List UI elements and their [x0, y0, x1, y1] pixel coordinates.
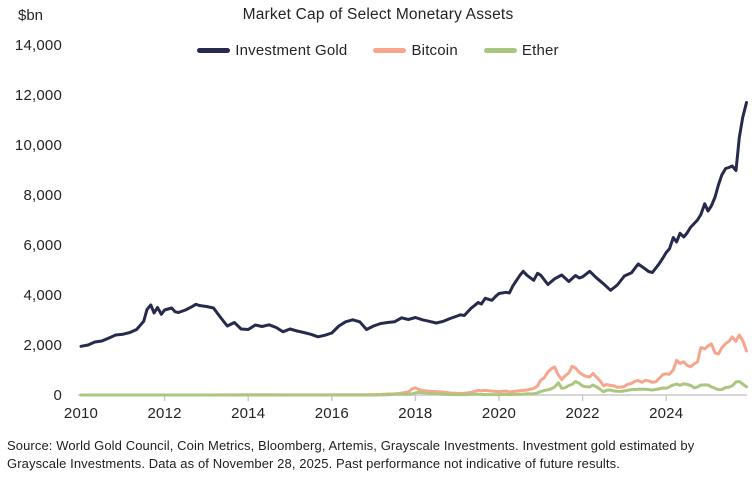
bitcoin-line — [79, 333, 748, 397]
bitcoin-swatch-icon — [373, 48, 407, 53]
x-axis-tick-label: 2010 — [63, 405, 99, 422]
y-axis-tick-label: 14,000 — [14, 36, 62, 54]
y-axis-tick-label: 6,000 — [23, 236, 62, 254]
investment-gold-swatch-icon — [197, 48, 231, 53]
x-axis-tick-label: 2016 — [314, 405, 349, 422]
y-axis-tick-label: 0 — [53, 386, 62, 404]
legend-item-bitcoin: Bitcoin — [373, 42, 458, 59]
legend-item-ether: Ether — [483, 42, 559, 59]
y-axis-tick-label: 2,000 — [23, 336, 62, 354]
y-axis-tick-label: 4,000 — [23, 286, 62, 304]
x-axis-tick-label: 2022 — [565, 405, 600, 422]
y-axis-units-label: $bn — [18, 7, 44, 24]
legend-label: Bitcoin — [411, 42, 458, 59]
investment-gold-line — [79, 101, 748, 348]
x-axis-tick-label: 2014 — [231, 405, 266, 422]
ether-line — [79, 380, 748, 397]
x-axis-tick-label: 2020 — [481, 405, 517, 422]
x-axis-tick-label: 2012 — [147, 405, 182, 422]
source-note: Source: World Gold Council, Coin Metrics… — [7, 438, 695, 471]
chart-legend: Investment Gold Bitcoin Ether — [0, 42, 756, 59]
legend-item-investment-gold: Investment Gold — [197, 42, 347, 59]
x-axis-tick-label: 2018 — [398, 405, 433, 422]
y-axis-tick-label: 12,000 — [14, 86, 62, 104]
ether-swatch-icon — [483, 48, 517, 53]
legend-label: Investment Gold — [235, 42, 348, 59]
x-axis-tick-label: 2024 — [649, 405, 684, 422]
chart-title: Market Cap of Select Monetary Assets — [242, 6, 514, 23]
legend-label: Ether — [521, 42, 559, 59]
y-axis-tick-label: 8,000 — [23, 186, 62, 204]
y-axis-tick-label: 10,000 — [14, 136, 62, 154]
